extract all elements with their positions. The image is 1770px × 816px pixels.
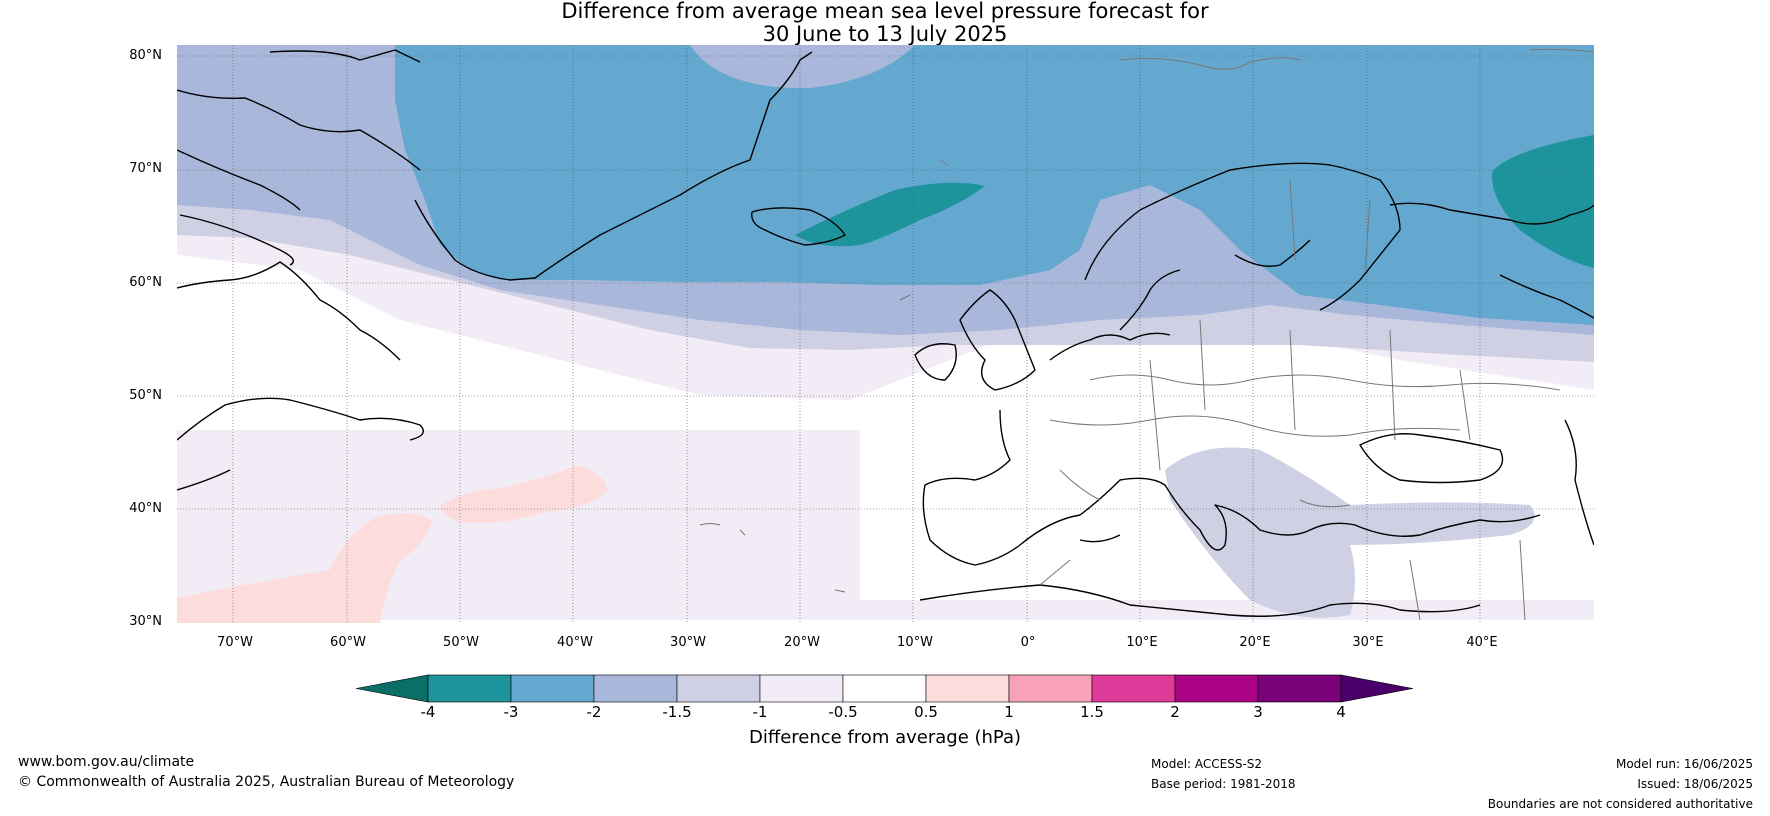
map-title-line1: Difference from average mean sea level p… bbox=[561, 0, 1209, 23]
map-title-line2: 30 June to 13 July 2025 bbox=[762, 22, 1008, 46]
lat-label-70n: 70°N bbox=[129, 161, 162, 176]
colorbar-tick-label: -3 bbox=[503, 703, 519, 721]
colorbar-swatch bbox=[676, 674, 761, 703]
greenland-coast bbox=[269, 49, 813, 281]
colorbar-swatch bbox=[427, 674, 512, 703]
colorbar bbox=[355, 674, 1414, 703]
ireland-coast bbox=[914, 343, 957, 381]
islands bbox=[699, 48, 1594, 593]
footer-issued: Issued: 18/06/2025 bbox=[1637, 777, 1753, 791]
footer-model: Model: ACCESS-S2 bbox=[1151, 757, 1263, 771]
coastlines bbox=[177, 49, 1594, 617]
colorbar-tick-label: 0.5 bbox=[914, 703, 938, 721]
colorbar-swatch bbox=[1008, 674, 1093, 703]
colorbar-swatch bbox=[759, 674, 844, 703]
lon-label-60w: 60°W bbox=[330, 635, 366, 650]
colorbar-tick-label: 4 bbox=[1336, 703, 1346, 721]
colorbar-tick-label: -0.5 bbox=[828, 703, 858, 721]
footer-disclaimer: Boundaries are not considered authoritat… bbox=[1487, 797, 1753, 811]
colorbar-label: Difference from average (hPa) bbox=[748, 727, 1022, 748]
europe-atlantic-coast bbox=[922, 332, 1171, 566]
colorbar-swatch bbox=[1174, 674, 1259, 703]
colorbar-tick-label: 1 bbox=[1004, 703, 1014, 721]
colorbar-tick-label: 3 bbox=[1253, 703, 1263, 721]
colorbar-tick-label: 2 bbox=[1170, 703, 1180, 721]
colorbar-swatch bbox=[593, 674, 678, 703]
mediterranean-coast bbox=[919, 477, 1541, 617]
colorbar-swatch bbox=[510, 674, 595, 703]
lon-label-70w: 70°W bbox=[217, 635, 253, 650]
anomaly-band-minus-3-iceland bbox=[795, 182, 985, 247]
colorbar-swatch bbox=[842, 674, 927, 703]
colorbar-extend-high bbox=[1340, 674, 1414, 703]
colorbar-swatch bbox=[1257, 674, 1342, 703]
footer-website: www.bom.gov.au/climate bbox=[18, 754, 195, 770]
colorbar-swatch bbox=[925, 674, 1010, 703]
lat-label-50n: 50°N bbox=[129, 388, 162, 403]
anomaly-band-plus-0.5-atlantic bbox=[177, 513, 432, 623]
lon-label-50w: 50°W bbox=[443, 635, 479, 650]
lat-label-40n: 40°N bbox=[129, 501, 162, 516]
country-borders bbox=[1039, 179, 1561, 621]
black-sea-coast bbox=[1359, 433, 1504, 484]
colorbar-extend-low bbox=[355, 674, 429, 703]
colorbar-tick-label: -4 bbox=[420, 703, 436, 721]
map-area bbox=[177, 45, 1594, 623]
colorbar-swatch bbox=[1091, 674, 1176, 703]
footer-copyright: © Commonwealth of Australia 2025, Austra… bbox=[18, 774, 515, 790]
lon-label-40e: 40°E bbox=[1466, 635, 1498, 650]
colorbar-tick-label: -1 bbox=[752, 703, 768, 721]
lat-label-60n: 60°N bbox=[129, 275, 162, 290]
anomaly-band-minus-1-balkans bbox=[1165, 447, 1535, 618]
lon-label-0: 0° bbox=[1020, 635, 1036, 650]
britain-coast bbox=[959, 289, 1036, 391]
lon-label-20w: 20°W bbox=[784, 635, 820, 650]
lat-label-80n: 80°N bbox=[129, 48, 162, 63]
arctic-canada-coast bbox=[177, 89, 421, 266]
lon-label-10e: 10°E bbox=[1126, 635, 1158, 650]
lon-label-40w: 40°W bbox=[557, 635, 593, 650]
colorbar-tick-label: 1.5 bbox=[1080, 703, 1104, 721]
colorbar-tick-label: -2 bbox=[586, 703, 602, 721]
scandinavia-coast bbox=[1084, 162, 1401, 331]
lon-label-10w: 10°W bbox=[897, 635, 933, 650]
colorbar-tick-label: -1.5 bbox=[662, 703, 692, 721]
footer-model-run: Model run: 16/06/2025 bbox=[1615, 757, 1753, 771]
lon-label-30e: 30°E bbox=[1352, 635, 1384, 650]
footer-base-period: Base period: 1981-2018 bbox=[1151, 777, 1296, 791]
labrador-coast bbox=[177, 261, 424, 491]
kola-russia-coast bbox=[1389, 202, 1594, 319]
lon-label-30w: 30°W bbox=[670, 635, 706, 650]
graticule bbox=[177, 45, 1594, 623]
anomaly-band-minus-3-barents bbox=[1491, 135, 1594, 268]
caspian-coast bbox=[1564, 419, 1594, 546]
lat-label-30n: 30°N bbox=[129, 614, 162, 629]
lon-label-20e: 20°E bbox=[1239, 635, 1271, 650]
anomaly-band-plus-0.5-midatlantic bbox=[440, 466, 608, 523]
iceland-coast bbox=[751, 207, 846, 246]
